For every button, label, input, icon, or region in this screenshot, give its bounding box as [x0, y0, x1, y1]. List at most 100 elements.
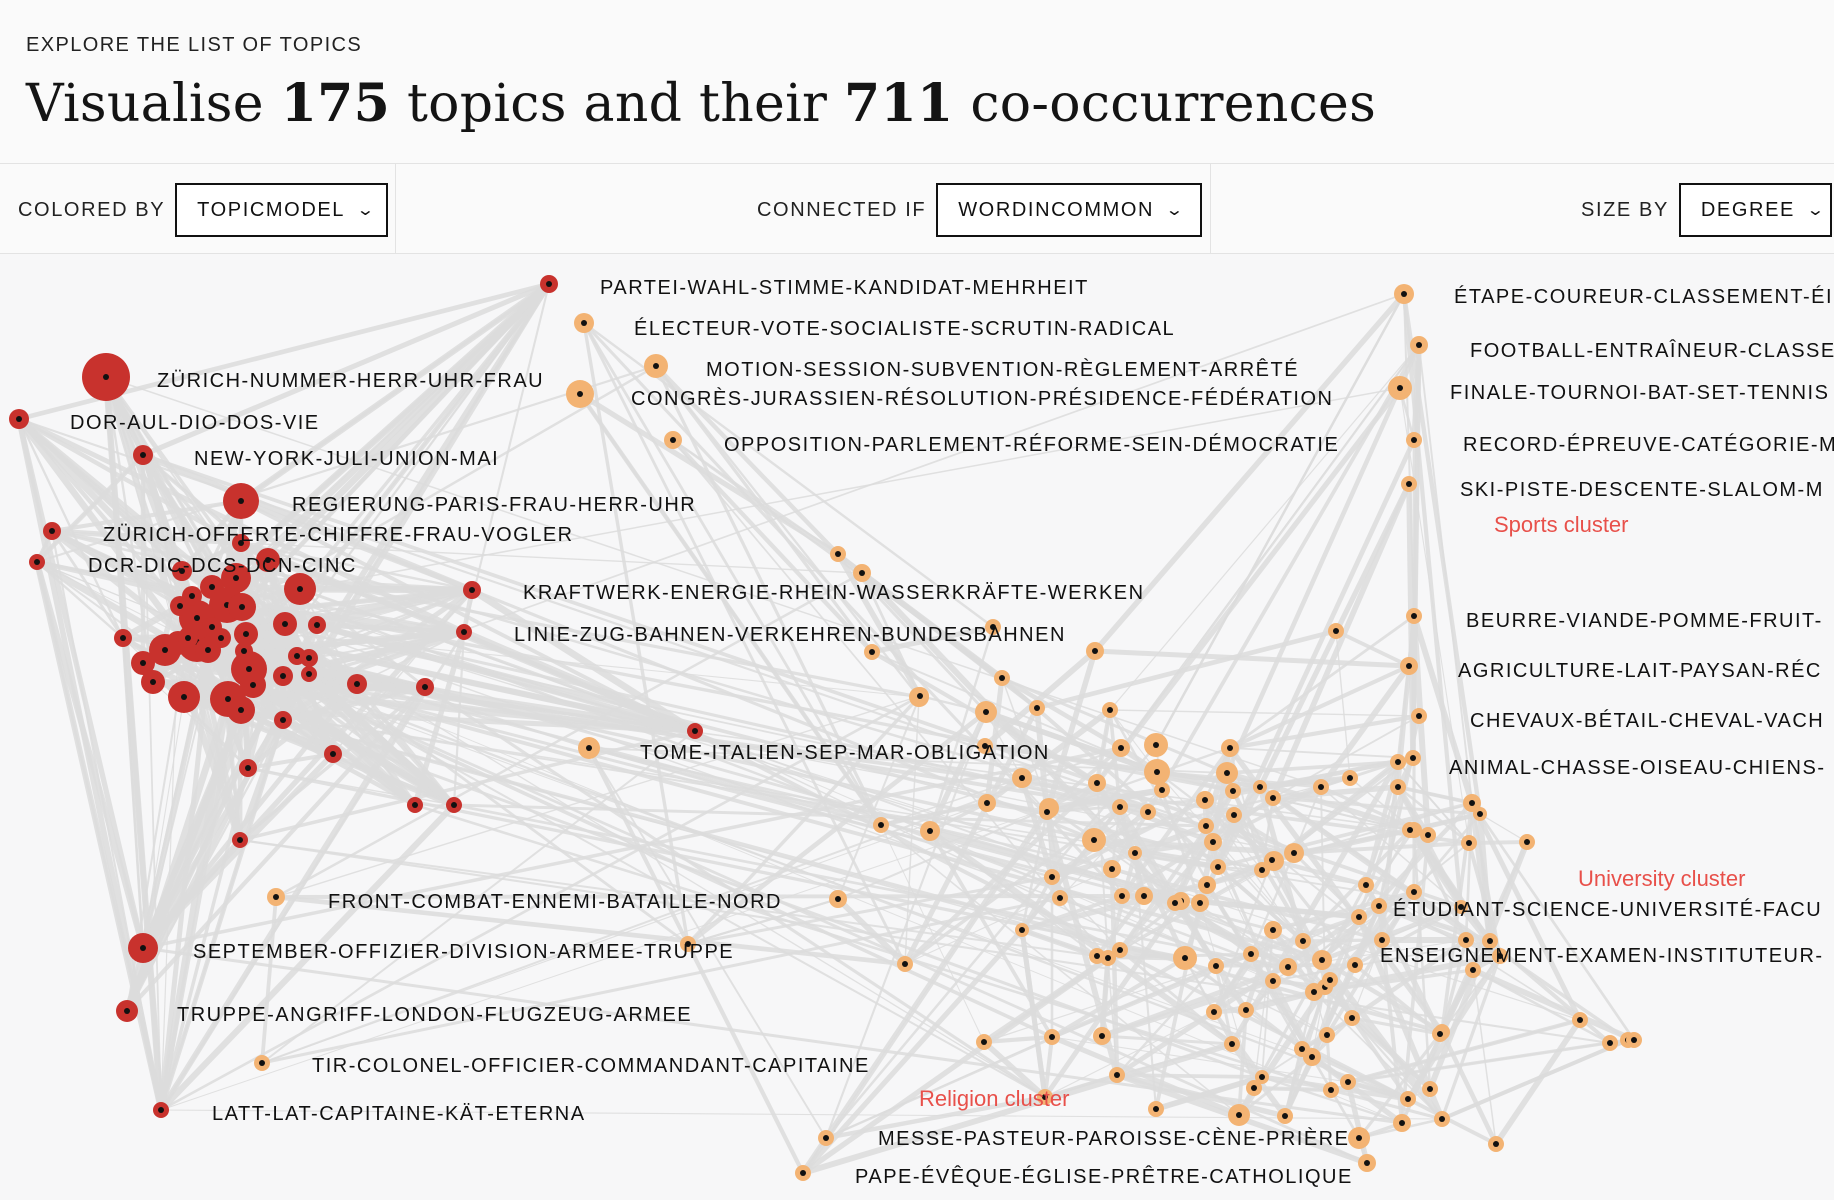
topic-node[interactable] [897, 956, 913, 972]
topic-node[interactable] [1393, 1114, 1411, 1132]
topic-label[interactable]: SEPTEMBER-OFFIZIER-DIVISION-ARMEE-TRUPPE [193, 941, 734, 963]
topic-node[interactable] [1196, 791, 1214, 809]
topic-label[interactable]: ENSEIGNEMENT-EXAMEN-INSTITUTEUR- [1380, 945, 1824, 967]
topic-node[interactable] [644, 354, 668, 378]
topic-label[interactable]: ZÜRICH-NUMMER-HERR-UHR-FRAU [157, 370, 544, 392]
topic-node[interactable] [29, 554, 45, 570]
topic-node[interactable] [1226, 807, 1242, 823]
topic-node[interactable] [994, 670, 1010, 686]
topic-node[interactable] [1044, 869, 1060, 885]
topic-node[interactable] [1400, 1091, 1416, 1107]
topic-node[interactable] [1102, 702, 1118, 718]
topic-node[interactable] [1225, 783, 1241, 799]
topic-label[interactable]: MOTION-SESSION-SUBVENTION-RÈGLEMENT-ARRÊ… [706, 358, 1299, 381]
network-graph[interactable]: PARTEI-WAHL-STIMME-KANDIDAT-MEHRHEIT ÉLE… [0, 254, 1834, 1200]
topic-label[interactable]: LINIE-ZUG-BAHNEN-VERKEHREN-BUNDESBAHNEN [514, 624, 1066, 646]
topic-node[interactable] [1492, 948, 1508, 964]
topic-node[interactable] [1206, 1004, 1222, 1020]
topic-node[interactable] [978, 794, 996, 812]
topic-node[interactable] [274, 711, 292, 729]
topic-node[interactable] [1488, 1136, 1504, 1152]
topic-label[interactable]: SKI-PISTE-DESCENTE-SLALOM-M [1460, 479, 1824, 501]
topic-node[interactable] [141, 670, 165, 694]
topic-node[interactable] [114, 629, 132, 647]
colored-by-select[interactable]: TOPICMODEL ⌄ [175, 183, 389, 237]
topic-node[interactable] [1039, 804, 1055, 820]
topic-node[interactable] [116, 1000, 138, 1022]
topic-node[interactable] [1295, 933, 1311, 949]
topic-node[interactable] [1255, 1070, 1269, 1084]
topic-node[interactable] [1265, 790, 1281, 806]
topic-label[interactable]: TOME-ITALIEN-SEP-MAR-OBLIGATION [640, 742, 1050, 764]
topic-node[interactable] [1277, 1108, 1293, 1124]
topic-node[interactable] [920, 821, 940, 841]
topic-label[interactable]: OPPOSITION-PARLEMENT-RÉFORME-SEIN-DÉMOCR… [724, 433, 1339, 456]
topic-node[interactable] [149, 634, 181, 666]
topic-label[interactable]: ÉTUDIANT-SCIENCE-UNIVERSITÉ-FACU [1393, 898, 1822, 921]
topic-node[interactable] [1264, 852, 1280, 868]
network-svg[interactable]: PARTEI-WAHL-STIMME-KANDIDAT-MEHRHEIT ÉLE… [0, 254, 1834, 1200]
topic-node[interactable] [1167, 895, 1183, 911]
topic-node[interactable] [1401, 476, 1417, 492]
topic-node[interactable] [1313, 779, 1329, 795]
topic-node[interactable] [1221, 739, 1239, 757]
topic-label[interactable]: KRAFTWERK-ENERGIE-RHEIN-WASSERKRÄFTE-WER… [523, 582, 1145, 604]
topic-node[interactable] [829, 890, 847, 908]
topic-node[interactable] [1086, 642, 1104, 660]
topic-label[interactable]: AGRICULTURE-LAIT-PAYSAN-RÉC [1458, 659, 1822, 682]
topic-node[interactable] [1264, 921, 1282, 939]
topic-node[interactable] [1323, 1082, 1339, 1098]
topic-label[interactable]: FRONT-COMBAT-ENNEMI-BATAILLE-NORD [328, 891, 782, 913]
topic-node[interactable] [1128, 846, 1142, 860]
topic-node[interactable] [1029, 700, 1045, 716]
topic-node[interactable] [1265, 973, 1281, 989]
topic-node[interactable] [578, 737, 600, 759]
topic-node[interactable] [1358, 1154, 1376, 1172]
topic-node[interactable] [133, 445, 153, 465]
topic-node[interactable] [1322, 972, 1338, 988]
connected-if-select[interactable]: WORDINCOMMON ⌄ [936, 183, 1203, 237]
topic-node[interactable] [1112, 799, 1128, 815]
topic-label[interactable]: DCR-DIC-DCS-DCN-CINC [88, 555, 357, 577]
topic-node[interactable] [1374, 932, 1390, 948]
topic-node[interactable] [1371, 898, 1387, 914]
topic-node[interactable] [324, 745, 342, 763]
topic-node[interactable] [1044, 1029, 1060, 1045]
topic-label[interactable]: TIR-COLONEL-OFFICIER-COMMANDANT-CAPITAIN… [312, 1055, 870, 1077]
topic-node[interactable] [182, 586, 202, 606]
topic-node[interactable] [288, 647, 306, 665]
topic-node[interactable] [1420, 827, 1436, 843]
topic-node[interactable] [221, 563, 251, 593]
topic-node[interactable] [1388, 376, 1412, 400]
topic-node[interactable] [574, 313, 594, 333]
topic-node[interactable] [1173, 946, 1197, 970]
topic-node[interactable] [1344, 1010, 1360, 1026]
topic-node[interactable] [267, 888, 285, 906]
topic-node[interactable] [211, 628, 231, 648]
topic-node[interactable] [1572, 1012, 1588, 1028]
topic-node[interactable] [1100, 950, 1116, 966]
topic-node[interactable] [1112, 739, 1130, 757]
topic-node[interactable] [1208, 958, 1224, 974]
topic-node[interactable] [254, 1055, 270, 1071]
topic-node[interactable] [240, 672, 266, 698]
topic-node[interactable] [1012, 768, 1032, 788]
topic-node[interactable] [347, 674, 367, 694]
topic-label[interactable]: FINALE-TOURNOI-BAT-SET-TENNIS [1450, 382, 1829, 404]
topic-node[interactable] [223, 483, 259, 519]
topic-node[interactable] [975, 701, 997, 723]
topic-node[interactable] [540, 275, 558, 293]
topic-node[interactable] [1144, 733, 1168, 757]
topic-node[interactable] [308, 616, 326, 634]
topic-node[interactable] [1358, 877, 1374, 893]
topic-node[interactable] [1210, 859, 1226, 875]
topic-node[interactable] [1482, 933, 1498, 949]
topic-node[interactable] [234, 622, 258, 646]
topic-node[interactable] [284, 573, 316, 605]
topic-node[interactable] [232, 534, 250, 552]
topic-node[interactable] [232, 832, 248, 848]
topic-node[interactable] [1253, 780, 1267, 794]
topic-label[interactable]: FOOTBALL-ENTRAÎNEUR-CLASSE [1470, 339, 1834, 362]
topic-node[interactable] [1093, 1027, 1111, 1045]
topic-node[interactable] [1340, 1074, 1356, 1090]
